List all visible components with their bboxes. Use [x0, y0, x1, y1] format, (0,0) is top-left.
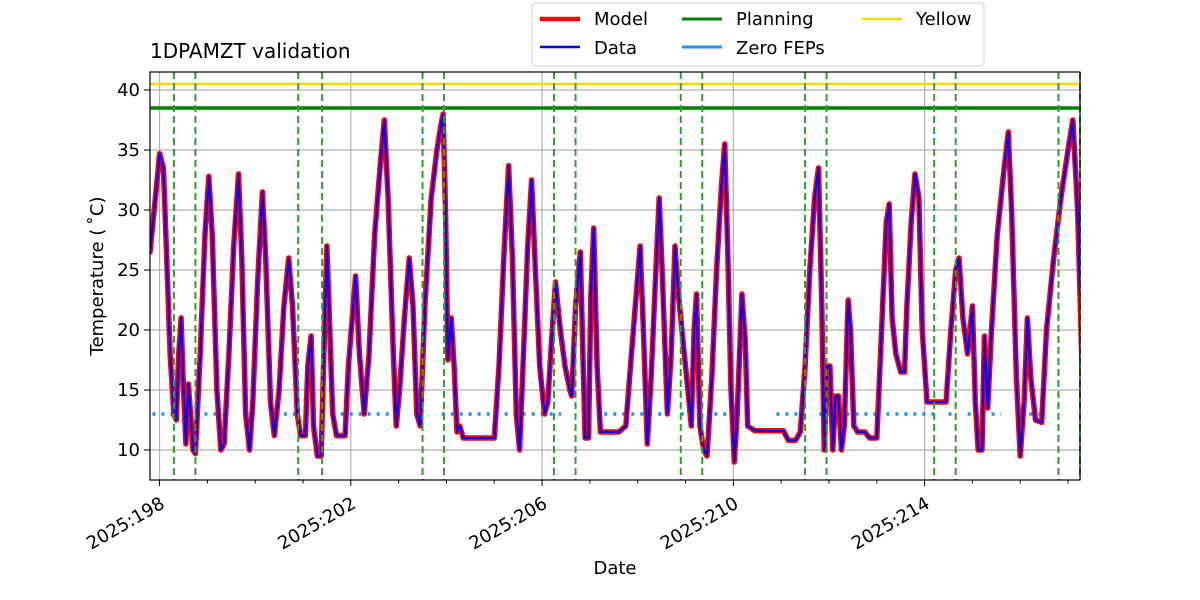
legend-label-model: Model: [594, 9, 648, 30]
legend-label-zero-feps: Zero FEPs: [736, 38, 825, 59]
legend-label-yellow: Yellow: [915, 9, 971, 30]
y-axis-label: Temperature ( ˚C): [87, 197, 108, 357]
x-axis-label: Date: [593, 558, 636, 579]
y-tick-label: 30: [117, 200, 140, 221]
legend: Model Data Planning Zero FEPs Yellow: [531, 2, 985, 67]
y-tick-label: 35: [117, 140, 140, 161]
threshold-lines: [150, 82, 1080, 110]
legend-label-data: Data: [594, 38, 637, 59]
series-lines: [150, 111, 1080, 465]
legend-label-planning: Planning: [736, 9, 814, 30]
y-tick-label: 10: [117, 440, 140, 461]
y-tick-label: 40: [117, 80, 140, 101]
plot-frame: [149, 71, 1081, 481]
y-tick-label: 25: [117, 260, 140, 281]
chart-title: 1DPAMZT validation: [150, 39, 351, 63]
y-tick-label: 15: [117, 380, 140, 401]
y-tick-label: 20: [117, 320, 140, 341]
data-line: [150, 112, 1080, 464]
